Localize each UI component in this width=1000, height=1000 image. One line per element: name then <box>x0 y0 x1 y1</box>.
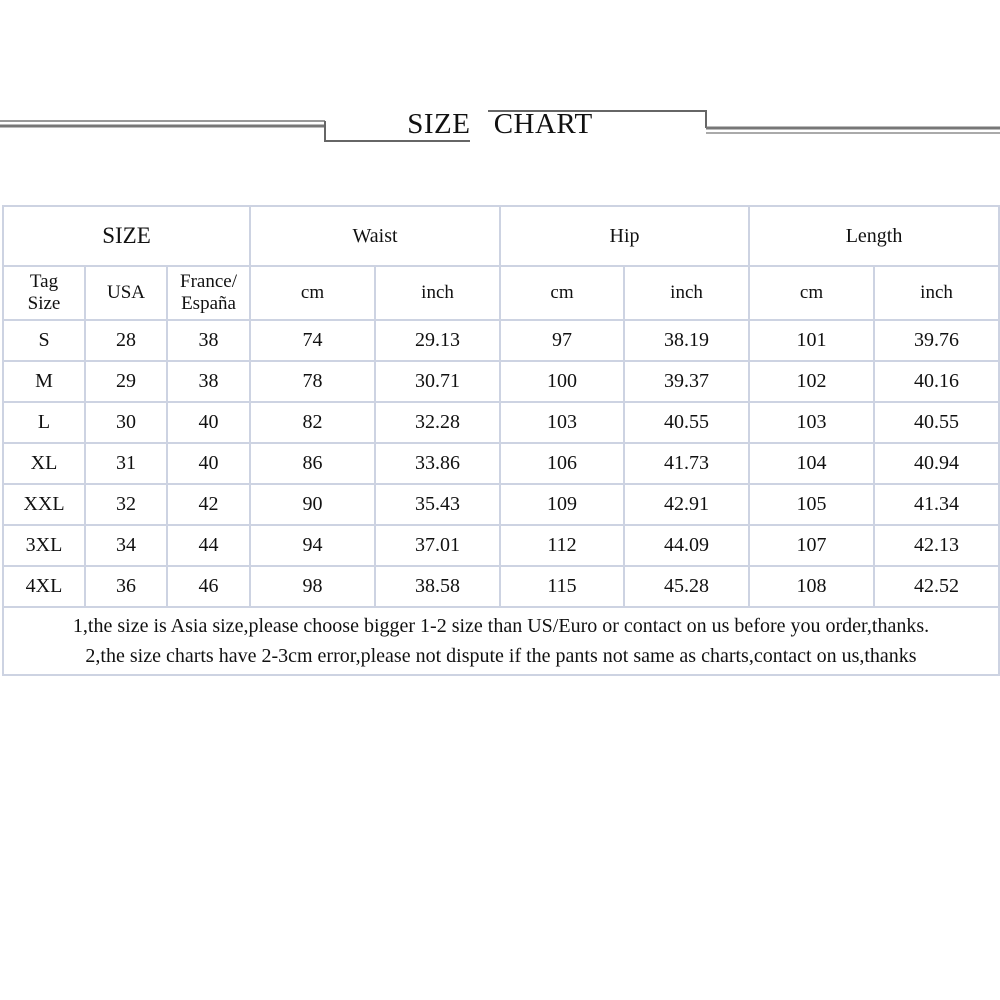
group-header-hip: Hip <box>499 205 751 267</box>
table-cell: 38 <box>165 360 252 403</box>
table-row-4xl: 4XL 36 46 98 38.58 115 45.28 108 42.52 <box>2 565 1000 608</box>
sub-header-cell: cm <box>499 265 626 321</box>
table-cell: 40 <box>165 401 252 444</box>
table-cell: 105 <box>748 483 876 526</box>
table-cell: M <box>2 360 86 403</box>
table-cell: 100 <box>499 360 626 403</box>
size-table: SIZE Waist Hip Length Tag Size USA France/Españ… <box>1 205 1000 676</box>
group-header-row: SIZE Waist Hip Length <box>1 205 1000 267</box>
table-cell: 39.37 <box>623 360 751 403</box>
notes-cell: 1,the size is Asia size,please choose bi… <box>1 606 1000 676</box>
table-cell: 42.52 <box>873 565 1000 608</box>
table-cell: 103 <box>748 401 876 444</box>
table-cell: 39.76 <box>873 319 1000 362</box>
title-part-1: SIZE <box>407 108 471 140</box>
sub-header-cell: cm <box>249 265 377 321</box>
note-2: 2,the size charts have 2-3cm error,pleas… <box>85 645 917 667</box>
table-row-xl: XL 31 40 86 33.86 106 41.73 104 40.94 <box>2 442 1000 485</box>
table-cell: 97 <box>499 319 626 362</box>
table-cell: 40 <box>165 442 252 485</box>
table-cell: 31 <box>84 442 168 485</box>
group-header-size: SIZE <box>1 205 252 267</box>
table-cell: 29.13 <box>374 319 502 362</box>
table-cell: 29 <box>84 360 168 403</box>
table-cell: 102 <box>748 360 876 403</box>
table-cell: 104 <box>748 442 876 485</box>
sub-header-row: Tag Size USA France/España cm inch cm inch cm inc… <box>2 265 1000 321</box>
table-cell: 28 <box>84 319 168 362</box>
page-title: SIZE CHART <box>0 108 1000 141</box>
table-cell: 41.73 <box>623 442 751 485</box>
sub-header-cell: inch <box>374 265 502 321</box>
table-cell: 38.19 <box>623 319 751 362</box>
table-cell: 90 <box>249 483 377 526</box>
table-cell: 4XL <box>2 565 86 608</box>
sub-header-cell: cm <box>748 265 876 321</box>
table-cell: 46 <box>165 565 252 608</box>
table-row-xxl: XXL 32 42 90 35.43 109 42.91 105 41.34 <box>2 483 1000 526</box>
table-cell: 98 <box>249 565 377 608</box>
sub-header-cell: inch <box>623 265 751 321</box>
table-cell: 45.28 <box>623 565 751 608</box>
sub-header-cell: France/España <box>165 265 252 321</box>
table-cell: 40.55 <box>623 401 751 444</box>
table-row-s: S 28 38 74 29.13 97 38.19 101 39.76 <box>2 319 1000 362</box>
table-cell: 3XL <box>2 524 86 567</box>
table-cell: 103 <box>499 401 626 444</box>
table-cell: 38 <box>165 319 252 362</box>
table-cell: 42.13 <box>873 524 1000 567</box>
table-cell: 106 <box>499 442 626 485</box>
table-cell: L <box>2 401 86 444</box>
table-cell: 33.86 <box>374 442 502 485</box>
title-decoration <box>0 110 1000 142</box>
table-cell: 44 <box>165 524 252 567</box>
table-cell: 74 <box>249 319 377 362</box>
table-cell: 86 <box>249 442 377 485</box>
sub-header-cell: inch <box>873 265 1000 321</box>
table-cell: 42.91 <box>623 483 751 526</box>
table-cell: 37.01 <box>374 524 502 567</box>
table-cell: 32.28 <box>374 401 502 444</box>
sub-header-cell: Tag Size <box>2 265 86 321</box>
table-cell: 112 <box>499 524 626 567</box>
notes-row: 1,the size is Asia size,please choose bi… <box>1 606 1000 676</box>
note-1: 1,the size is Asia size,please choose bi… <box>72 615 930 637</box>
table-cell: 107 <box>748 524 876 567</box>
table-cell: 38.58 <box>374 565 502 608</box>
table-cell: 115 <box>499 565 626 608</box>
table-cell: 41.34 <box>873 483 1000 526</box>
group-header-waist: Waist <box>249 205 502 267</box>
table-cell: 36 <box>84 565 168 608</box>
table-row-3xl: 3XL 34 44 94 37.01 112 44.09 107 42.13 <box>2 524 1000 567</box>
table-cell: 34 <box>84 524 168 567</box>
table-cell: S <box>2 319 86 362</box>
table-cell: 109 <box>499 483 626 526</box>
table-cell: 94 <box>249 524 377 567</box>
table-cell: 40.55 <box>873 401 1000 444</box>
table-cell: 82 <box>249 401 377 444</box>
table-cell: 30.71 <box>374 360 502 403</box>
table-cell: XXL <box>2 483 86 526</box>
table-cell: XL <box>2 442 86 485</box>
table-cell: 40.94 <box>873 442 1000 485</box>
title-part-2: CHART <box>493 108 593 140</box>
table-row-m: M 29 38 78 30.71 100 39.37 102 40.16 <box>2 360 1000 403</box>
table-cell: 32 <box>84 483 168 526</box>
table-cell: 78 <box>249 360 377 403</box>
sub-header-cell: USA <box>84 265 168 321</box>
table-cell: 44.09 <box>623 524 751 567</box>
group-header-length: Length <box>748 205 1000 267</box>
table-cell: 30 <box>84 401 168 444</box>
table-cell: 101 <box>748 319 876 362</box>
table-cell: 108 <box>748 565 876 608</box>
table-cell: 35.43 <box>374 483 502 526</box>
table-row-l: L 30 40 82 32.28 103 40.55 103 40.55 <box>2 401 1000 444</box>
table-cell: 42 <box>165 483 252 526</box>
table-cell: 40.16 <box>873 360 1000 403</box>
